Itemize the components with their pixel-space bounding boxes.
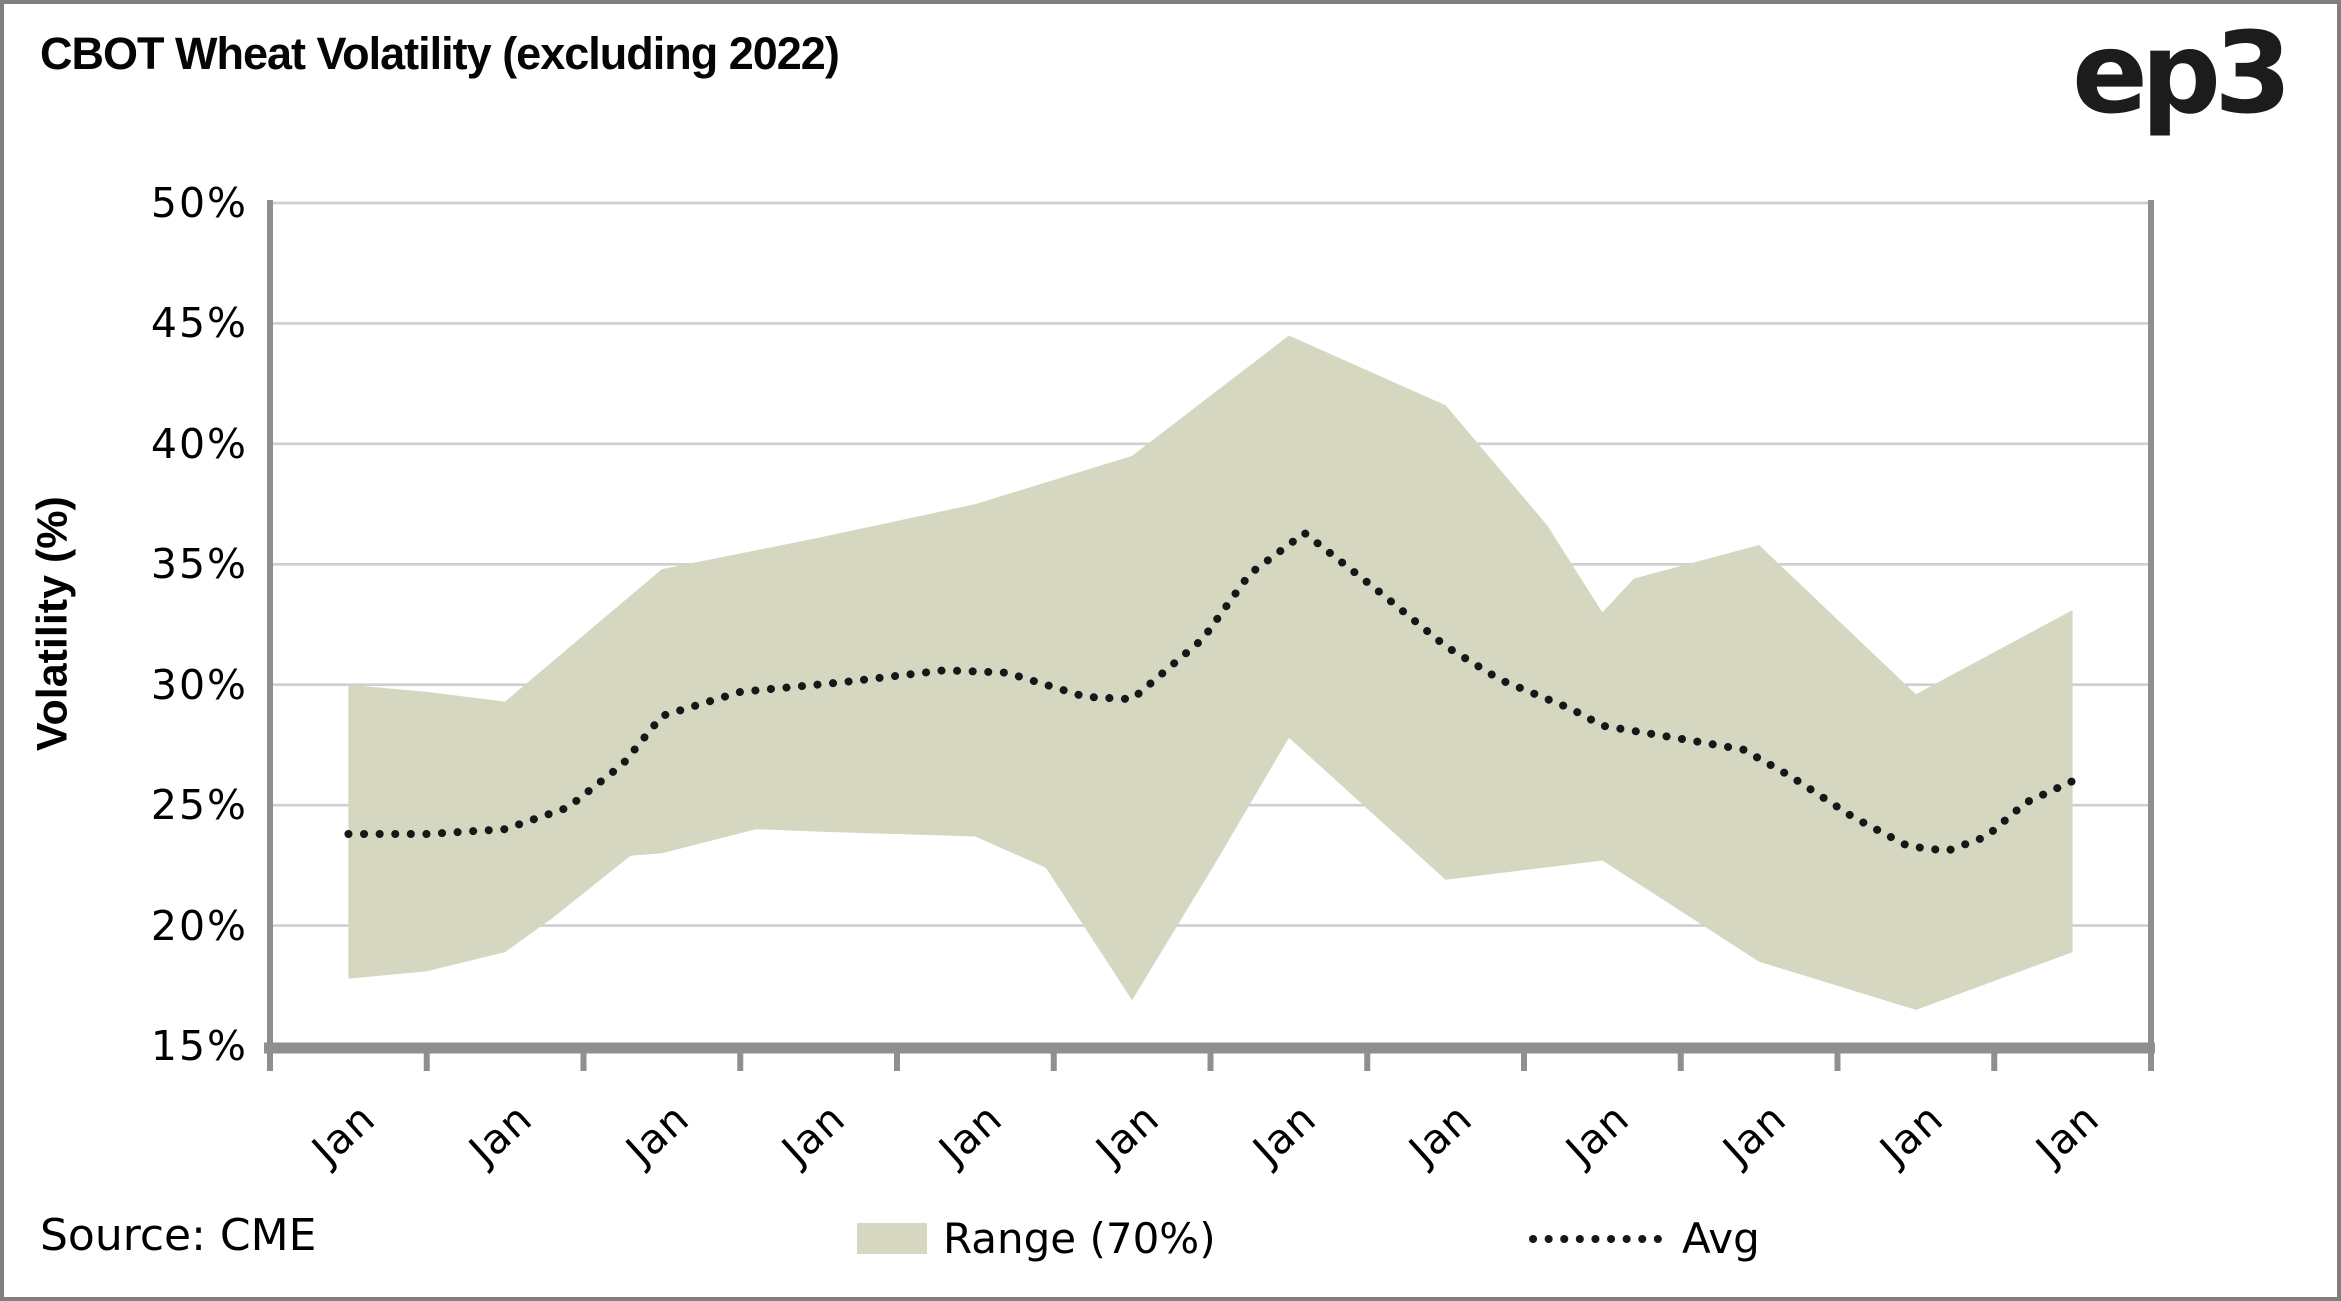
y-tick-label: 25%: [150, 781, 248, 830]
avg-dotted-line: [344, 529, 2077, 855]
ep3-logo: ep3: [2071, 9, 2292, 139]
y-tick-label: 15%: [150, 1022, 248, 1070]
volatility-range-band: [348, 335, 2073, 1010]
plot-area: [264, 200, 2155, 1071]
y-tick-label: 30%: [150, 660, 248, 709]
legend-item-range: Range (70%): [857, 1214, 1216, 1263]
y-tick-label: 50%: [150, 179, 248, 227]
source-note: Source: CME: [40, 1210, 317, 1261]
avg-dotted-line-icon: [1529, 1234, 1665, 1243]
legend-avg-label: Avg: [1682, 1214, 1760, 1263]
y-tick-label: 35%: [150, 540, 248, 589]
legend-range-label: Range (70%): [943, 1214, 1216, 1263]
y-tick-label: 40%: [150, 419, 248, 468]
y-tick-label: 45%: [150, 299, 248, 348]
range-swatch-icon: [857, 1223, 927, 1254]
legend-item-avg: Avg: [1528, 1214, 1760, 1263]
y-tick-label: 20%: [150, 901, 248, 950]
chart-title: CBOT Wheat Volatility (excluding 2022): [40, 28, 840, 79]
